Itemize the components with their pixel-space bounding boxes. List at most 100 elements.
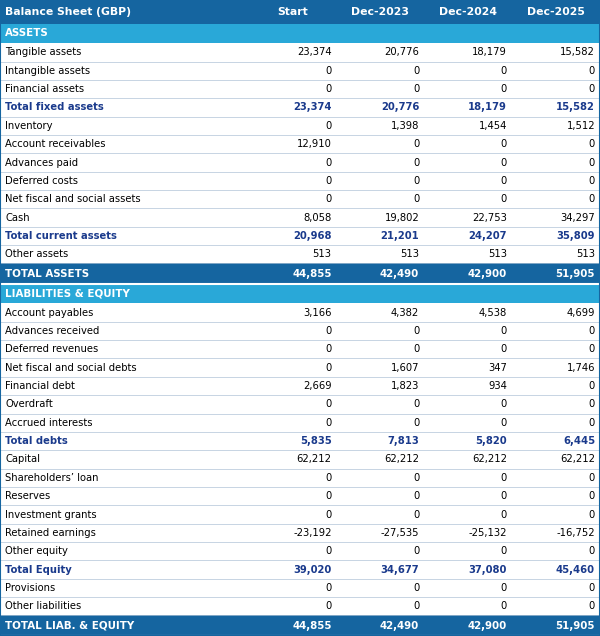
Text: 0: 0 (413, 473, 419, 483)
Text: 0: 0 (589, 344, 595, 354)
Bar (0, 523, 600, 542)
Text: 0: 0 (500, 509, 507, 520)
Text: 1,823: 1,823 (391, 381, 419, 391)
Text: 0: 0 (325, 176, 332, 186)
Text: Accrued interests: Accrued interests (5, 418, 92, 428)
Text: 0: 0 (500, 176, 507, 186)
Text: 5,835: 5,835 (300, 436, 332, 446)
Text: Other assets: Other assets (5, 249, 68, 259)
Text: 0: 0 (325, 399, 332, 410)
Text: Start: Start (277, 7, 308, 17)
Bar (0, 560, 600, 579)
Bar (0, 172, 600, 190)
Text: Net fiscal and social assets: Net fiscal and social assets (5, 194, 140, 204)
Bar (0, 395, 600, 413)
Bar (0, 209, 600, 227)
Bar (0, 284, 600, 303)
Bar (0, 377, 600, 395)
Bar (0, 0, 600, 24)
Text: 0: 0 (500, 399, 507, 410)
Text: 51,905: 51,905 (556, 269, 595, 279)
Text: 2,669: 2,669 (303, 381, 332, 391)
Text: 0: 0 (413, 601, 419, 611)
Text: 0: 0 (589, 176, 595, 186)
Text: Deferred costs: Deferred costs (5, 176, 78, 186)
Text: 0: 0 (325, 583, 332, 593)
Text: 18,179: 18,179 (468, 102, 507, 113)
Text: 0: 0 (589, 326, 595, 336)
Text: 513: 513 (400, 249, 419, 259)
Text: 934: 934 (488, 381, 507, 391)
Text: 1,454: 1,454 (478, 121, 507, 131)
Text: Investment grants: Investment grants (5, 509, 97, 520)
Text: 0: 0 (413, 491, 419, 501)
Bar (0, 98, 600, 116)
Text: 18,179: 18,179 (472, 47, 507, 57)
Text: 0: 0 (413, 66, 419, 76)
Text: Cash: Cash (5, 212, 29, 223)
Text: 0: 0 (325, 509, 332, 520)
Text: 44,855: 44,855 (292, 621, 332, 631)
Bar (0, 263, 600, 284)
Text: LIABILITIES & EQUITY: LIABILITIES & EQUITY (5, 289, 130, 299)
Text: 0: 0 (589, 546, 595, 556)
Text: 62,212: 62,212 (384, 455, 419, 464)
Text: 0: 0 (500, 326, 507, 336)
Text: 0: 0 (500, 194, 507, 204)
Text: ASSETS: ASSETS (5, 29, 49, 38)
Text: 0: 0 (589, 473, 595, 483)
Text: 0: 0 (413, 344, 419, 354)
Text: 0: 0 (413, 84, 419, 94)
Text: 0: 0 (413, 399, 419, 410)
Text: Other equity: Other equity (5, 546, 68, 556)
Text: 0: 0 (325, 601, 332, 611)
Text: Shareholders’ loan: Shareholders’ loan (5, 473, 98, 483)
Text: 513: 513 (488, 249, 507, 259)
Text: Financial debt: Financial debt (5, 381, 75, 391)
Bar (0, 487, 600, 506)
Text: 1,607: 1,607 (391, 363, 419, 373)
Text: 0: 0 (589, 509, 595, 520)
Text: 0: 0 (500, 139, 507, 149)
Text: 15,582: 15,582 (560, 47, 595, 57)
Text: 62,212: 62,212 (472, 455, 507, 464)
Text: 1,746: 1,746 (566, 363, 595, 373)
Text: 0: 0 (413, 418, 419, 428)
Bar (0, 432, 600, 450)
Text: 0: 0 (500, 601, 507, 611)
Text: 0: 0 (500, 546, 507, 556)
Text: 0: 0 (589, 491, 595, 501)
Text: 19,802: 19,802 (385, 212, 419, 223)
Text: Dec-2023: Dec-2023 (352, 7, 409, 17)
Text: 0: 0 (325, 363, 332, 373)
Text: 12,910: 12,910 (297, 139, 332, 149)
Text: 0: 0 (589, 399, 595, 410)
Text: Intangible assets: Intangible assets (5, 66, 90, 76)
Bar (0, 616, 600, 636)
Bar (0, 153, 600, 172)
Text: 42,490: 42,490 (380, 269, 419, 279)
Text: 0: 0 (500, 344, 507, 354)
Text: 0: 0 (413, 583, 419, 593)
Bar (0, 24, 600, 43)
Text: 0: 0 (413, 158, 419, 167)
Text: Total debts: Total debts (5, 436, 68, 446)
Text: Deferred revenues: Deferred revenues (5, 344, 98, 354)
Bar (0, 43, 600, 62)
Text: Other liabilities: Other liabilities (5, 601, 81, 611)
Text: Advances paid: Advances paid (5, 158, 78, 167)
Text: Total fixed assets: Total fixed assets (5, 102, 104, 113)
Text: Financial assets: Financial assets (5, 84, 84, 94)
Text: 39,020: 39,020 (293, 565, 332, 574)
Text: 0: 0 (589, 194, 595, 204)
Text: Retained earnings: Retained earnings (5, 528, 96, 538)
Text: 0: 0 (500, 84, 507, 94)
Bar (0, 597, 600, 616)
Text: 51,905: 51,905 (556, 621, 595, 631)
Text: 34,677: 34,677 (380, 565, 419, 574)
Text: 0: 0 (589, 84, 595, 94)
Text: Dec-2024: Dec-2024 (439, 7, 497, 17)
Text: 0: 0 (325, 473, 332, 483)
Text: 5,820: 5,820 (475, 436, 507, 446)
Text: 0: 0 (413, 326, 419, 336)
